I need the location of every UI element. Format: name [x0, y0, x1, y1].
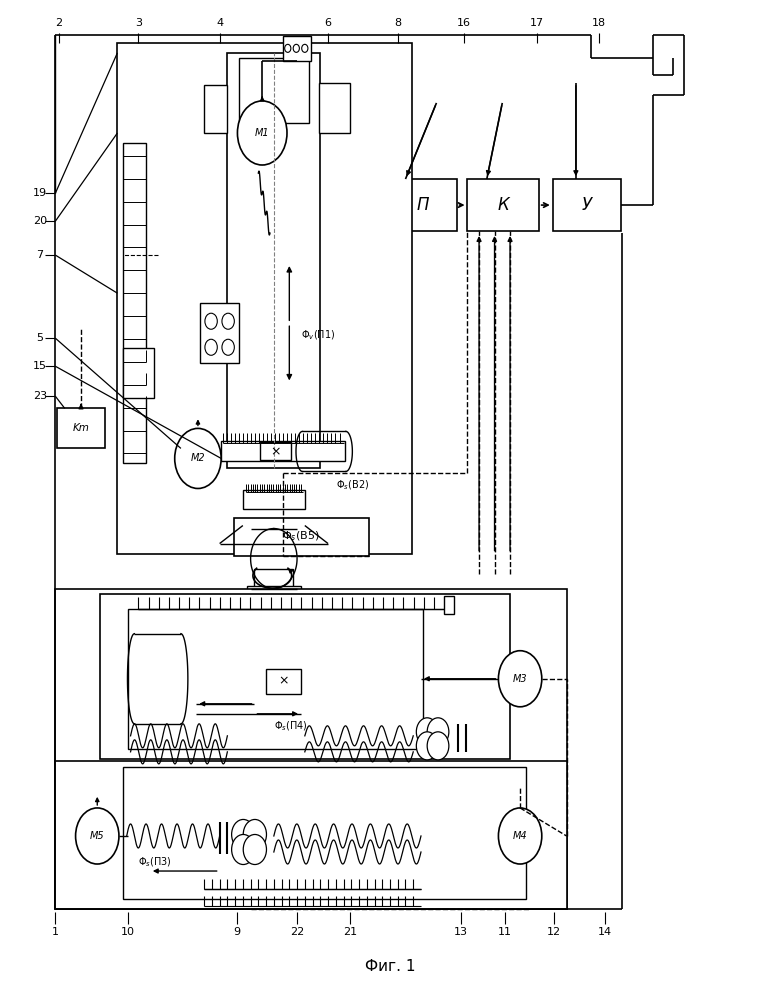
Text: 5: 5	[37, 333, 44, 343]
Text: У: У	[582, 196, 592, 214]
Circle shape	[302, 44, 308, 52]
Bar	[55, 761, 566, 909]
Text: $\Phi_s$(В2): $\Phi_s$(В2)	[335, 478, 369, 492]
Bar	[266, 669, 301, 694]
Bar	[246, 586, 301, 603]
Circle shape	[243, 835, 267, 865]
Bar	[260, 442, 291, 460]
Text: M1: M1	[255, 128, 270, 138]
Text: 11: 11	[498, 927, 512, 938]
Text: $\Phi_v$(П1): $\Phi_v$(П1)	[301, 328, 335, 342]
Text: $\Phi_s$(В5): $\Phi_s$(В5)	[282, 530, 320, 544]
Text: $\Phi_s$(П3): $\Phi_s$(П3)	[138, 855, 172, 869]
Text: M2: M2	[190, 453, 205, 463]
Text: 16: 16	[456, 18, 470, 28]
Circle shape	[237, 101, 287, 165]
Text: M3: M3	[512, 674, 527, 684]
Text: 2: 2	[55, 18, 62, 28]
Text: 8: 8	[394, 18, 401, 28]
Text: 22: 22	[290, 927, 304, 938]
Circle shape	[232, 820, 255, 850]
Circle shape	[417, 732, 438, 760]
Text: Фиг. 1: Фиг. 1	[365, 959, 415, 974]
Circle shape	[175, 428, 222, 488]
Bar	[55, 589, 566, 909]
Text: 9: 9	[233, 927, 240, 938]
Bar	[243, 490, 305, 509]
Text: 4: 4	[216, 18, 223, 28]
Text: 14: 14	[598, 927, 612, 938]
Circle shape	[293, 44, 300, 52]
Circle shape	[222, 313, 234, 329]
Bar	[122, 767, 526, 899]
Bar	[283, 36, 311, 60]
Text: 15: 15	[33, 362, 47, 372]
Bar	[57, 409, 105, 448]
Circle shape	[205, 339, 218, 355]
Text: $\Phi_s$(П4): $\Phi_s$(П4)	[274, 719, 308, 733]
Text: 12: 12	[547, 927, 562, 938]
Bar	[239, 541, 309, 549]
Circle shape	[243, 820, 267, 850]
Bar	[200, 303, 239, 364]
Text: M4: M4	[512, 831, 527, 841]
Circle shape	[498, 808, 542, 864]
Bar	[122, 348, 154, 399]
Text: 3: 3	[135, 18, 142, 28]
Bar	[222, 441, 345, 461]
Bar	[128, 608, 423, 749]
Bar	[388, 179, 456, 232]
Bar	[233, 518, 369, 556]
Bar	[319, 83, 349, 133]
Bar	[100, 594, 510, 759]
Bar	[445, 595, 453, 613]
Circle shape	[76, 808, 119, 864]
Circle shape	[285, 44, 291, 52]
Circle shape	[232, 835, 255, 865]
Text: 10: 10	[121, 927, 135, 938]
Text: 7: 7	[37, 250, 44, 260]
Text: ×: ×	[270, 445, 281, 458]
Text: 1: 1	[52, 927, 59, 938]
Bar	[204, 85, 227, 133]
Bar	[239, 57, 309, 123]
Text: 23: 23	[33, 392, 47, 402]
Text: 21: 21	[342, 927, 356, 938]
Bar	[227, 52, 321, 468]
Circle shape	[427, 732, 448, 760]
Text: 19: 19	[33, 188, 47, 198]
Text: П: П	[417, 196, 429, 214]
Bar	[118, 43, 412, 554]
Bar	[553, 179, 621, 232]
Text: ×: ×	[278, 675, 289, 688]
Bar	[254, 569, 293, 589]
Text: К: К	[497, 196, 509, 214]
Circle shape	[205, 313, 218, 329]
Circle shape	[498, 651, 542, 707]
Text: 6: 6	[324, 18, 331, 28]
Text: 13: 13	[454, 927, 468, 938]
Text: Km: Km	[73, 423, 90, 433]
Bar	[467, 179, 539, 232]
Bar	[122, 143, 146, 463]
Text: 17: 17	[530, 18, 544, 28]
Text: M5: M5	[90, 831, 105, 841]
Circle shape	[427, 718, 448, 746]
Text: 20: 20	[33, 217, 47, 227]
Circle shape	[222, 339, 234, 355]
Text: 18: 18	[592, 18, 606, 28]
Circle shape	[417, 718, 438, 746]
